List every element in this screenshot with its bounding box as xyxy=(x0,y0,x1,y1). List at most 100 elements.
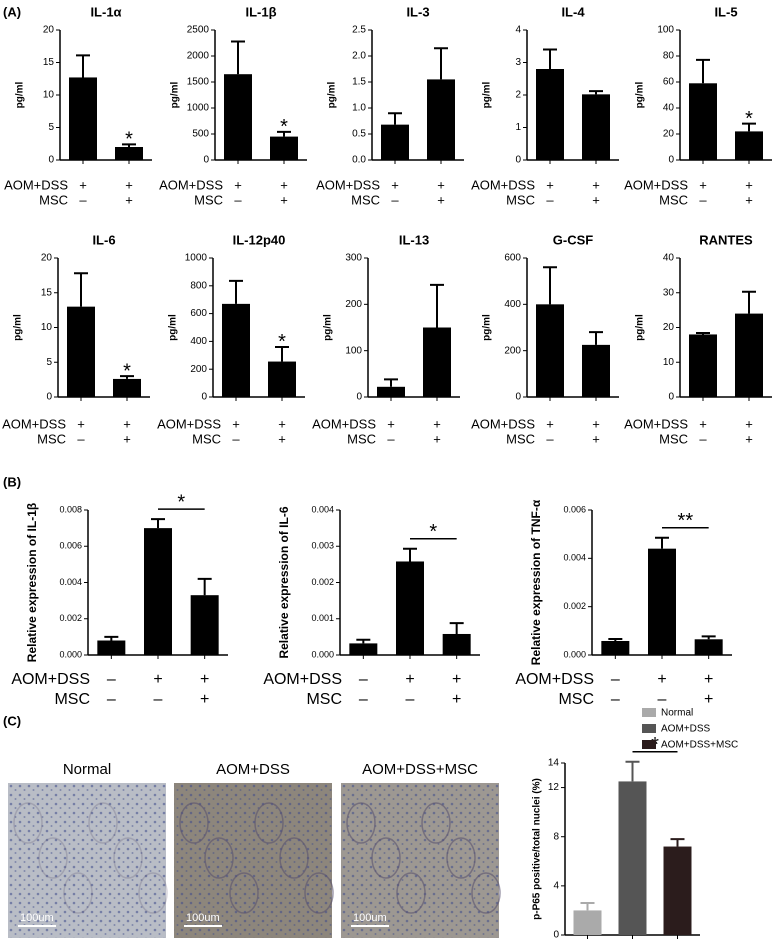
treatment-sign: – xyxy=(699,192,707,207)
y-tick-label: 0.002 xyxy=(59,613,82,623)
tissue-structure xyxy=(13,802,43,844)
y-axis-label: pg/ml xyxy=(327,81,338,108)
y-tick-label: 0 xyxy=(356,392,362,403)
chart-title: G-CSF xyxy=(553,232,594,247)
y-tick-label: 0 xyxy=(48,155,54,166)
treatment-sign: + xyxy=(125,177,133,192)
bar xyxy=(536,69,564,160)
treatment-sign: + xyxy=(452,671,461,688)
error-bar xyxy=(701,635,716,640)
y-tick-label: 40 xyxy=(663,253,675,264)
bar xyxy=(190,595,219,655)
treatment-sign: + xyxy=(699,177,707,192)
micrograph-label: Normal xyxy=(63,761,111,778)
treatment-sign: – xyxy=(107,671,116,688)
treatment-name: AOM+DSS xyxy=(624,177,688,192)
significance-label: * xyxy=(278,331,286,353)
error-bar xyxy=(434,47,448,80)
y-tick-label: 15 xyxy=(43,57,55,68)
y-tick-label: 0 xyxy=(203,155,209,166)
treatment-sign: + xyxy=(745,416,753,431)
y-tick-label: 200 xyxy=(345,299,362,310)
y-tick-label: 0.008 xyxy=(59,504,82,514)
y-tick-label: 2000 xyxy=(187,51,210,62)
tissue-structure xyxy=(113,837,143,879)
treatment-name: AOM+DSS xyxy=(11,671,90,688)
treatment-name: AOM+DSS xyxy=(624,416,688,431)
treatment-sign: + xyxy=(592,416,600,431)
treatment-sign: + xyxy=(234,177,242,192)
y-tick-label: 0.006 xyxy=(563,504,586,514)
treatment-sign: + xyxy=(704,671,713,688)
tissue-structure xyxy=(179,802,209,844)
error-bar xyxy=(742,122,756,132)
y-tick-label: 1.5 xyxy=(352,77,366,88)
error-bar xyxy=(403,547,417,562)
chart-title: IL-13 xyxy=(399,232,429,247)
treatment-sign: + xyxy=(437,192,445,207)
legend-label: AOM+DSS+MSC xyxy=(661,740,738,751)
y-tick-label: 1 xyxy=(515,122,521,133)
y-tick-label: 400 xyxy=(190,336,207,347)
treatment-sign: + xyxy=(657,671,666,688)
treatment-sign: – xyxy=(699,431,707,446)
treatment-name: AOM+DSS xyxy=(4,177,68,192)
y-tick-label: 0.5 xyxy=(352,129,366,140)
y-tick-label: 10 xyxy=(41,322,53,333)
y-tick-label: 0.004 xyxy=(59,577,82,587)
error-bar xyxy=(388,112,402,125)
treatment-sign: + xyxy=(546,177,554,192)
y-tick-label: 1000 xyxy=(187,103,210,114)
y-tick-label: 8 xyxy=(553,831,559,842)
error-bar xyxy=(742,290,756,314)
tissue-structure xyxy=(396,872,426,914)
y-tick-label: 20 xyxy=(43,25,55,36)
y-tick-label: 60 xyxy=(663,77,675,88)
y-axis-label: Relative expression of IL-6 xyxy=(277,506,291,658)
error-bar xyxy=(589,90,603,95)
chart-title: IL-12p40 xyxy=(233,232,286,247)
treatment-sign: + xyxy=(391,177,399,192)
treatment-name: MSC xyxy=(192,431,221,446)
error-bar xyxy=(151,518,165,529)
treatment-sign: + xyxy=(592,431,600,446)
treatment-name: AOM+DSS xyxy=(471,416,535,431)
y-tick-label: 0.000 xyxy=(311,649,334,659)
y-tick-label: 0.004 xyxy=(563,553,586,563)
chart-title: IL-1β xyxy=(245,4,276,19)
bar xyxy=(69,77,97,160)
treatment-name: MSC xyxy=(194,192,223,207)
panel-label: (C) xyxy=(3,713,21,728)
significance-label: * xyxy=(280,116,288,138)
y-tick-label: 15 xyxy=(41,287,53,298)
bar xyxy=(222,303,250,397)
treatment-name: AOM+DSS xyxy=(515,671,594,688)
y-tick-label: 14 xyxy=(548,758,560,769)
treatment-sign: – xyxy=(79,192,87,207)
treatment-sign: + xyxy=(77,416,85,431)
y-tick-label: 0.000 xyxy=(59,649,82,659)
treatment-name: MSC xyxy=(659,431,688,446)
bar xyxy=(694,639,723,655)
error-bar xyxy=(655,536,669,549)
chart-title: IL-3 xyxy=(406,4,429,19)
significance-label: * xyxy=(745,108,753,130)
tissue-structure xyxy=(138,872,168,914)
y-tick-label: 20 xyxy=(663,129,675,140)
treatment-sign: + xyxy=(745,192,753,207)
treatment-name: AOM+DSS xyxy=(159,177,223,192)
bar xyxy=(113,378,141,397)
bar xyxy=(349,643,378,655)
error-bar xyxy=(696,332,710,335)
error-bar xyxy=(120,375,134,379)
error-bar xyxy=(543,48,557,69)
significance-label: * xyxy=(177,491,185,513)
error-bar xyxy=(104,635,119,641)
y-tick-label: 0 xyxy=(46,392,52,403)
bar xyxy=(381,124,409,160)
error-bar xyxy=(356,638,371,644)
scale-label: 100um xyxy=(353,912,387,924)
y-tick-label: 0.006 xyxy=(59,541,82,551)
y-tick-label: 2.5 xyxy=(352,25,366,36)
treatment-sign: + xyxy=(123,431,131,446)
